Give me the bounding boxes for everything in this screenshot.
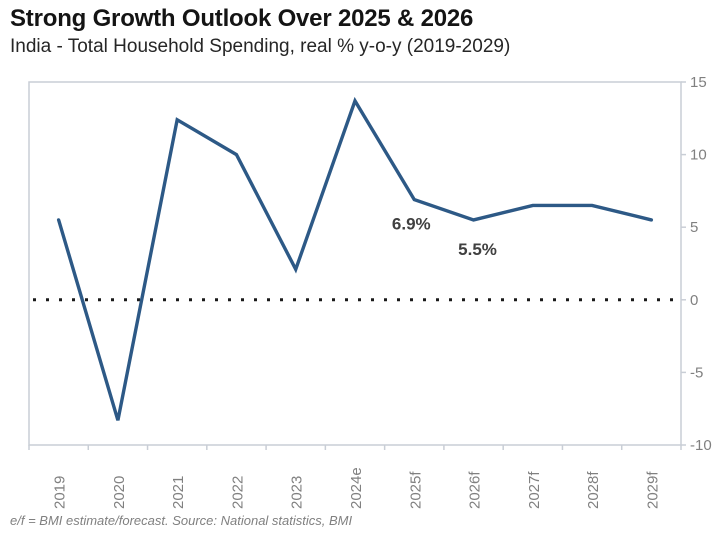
x-axis-tick-label: 2023 [289, 476, 306, 509]
y-axis-tick-label: 5 [690, 219, 698, 236]
x-axis-tick-label: 2028f [585, 471, 602, 509]
annotation-label: 5.5% [458, 240, 497, 259]
chart-subtitle: India - Total Household Spending, real %… [10, 35, 511, 57]
x-axis-tick-label: 2022 [229, 476, 246, 509]
x-axis-tick-label: 2025f [407, 471, 424, 509]
y-axis-tick-label: 10 [690, 147, 707, 164]
x-axis-tick-label: 2026f [467, 471, 484, 509]
x-axis-tick-label: 2024e [348, 467, 365, 509]
y-axis-tick-label: 15 [690, 74, 707, 91]
x-axis-tick-label: 2020 [111, 476, 128, 509]
chart-title: Strong Growth Outlook Over 2025 & 2026 [10, 5, 474, 32]
x-axis-tick-label: 2019 [52, 476, 69, 509]
y-axis-tick-label: -5 [690, 364, 703, 381]
y-axis-tick-label: 0 [690, 292, 698, 309]
annotation-label: 6.9% [392, 215, 431, 234]
chart-header: Strong Growth Outlook Over 2025 & 2026 I… [10, 5, 510, 58]
y-axis-tick-label: -10 [690, 437, 712, 454]
data-line [56, 96, 654, 421]
x-axis-tick-label: 2029f [644, 471, 661, 509]
plot-border [28, 81, 682, 446]
x-axis-tick-label: 2021 [170, 476, 187, 509]
x-axis-tick-label: 2027f [526, 471, 543, 509]
source-footnote: e/f = BMI estimate/forecast. Source: Nat… [10, 513, 353, 528]
